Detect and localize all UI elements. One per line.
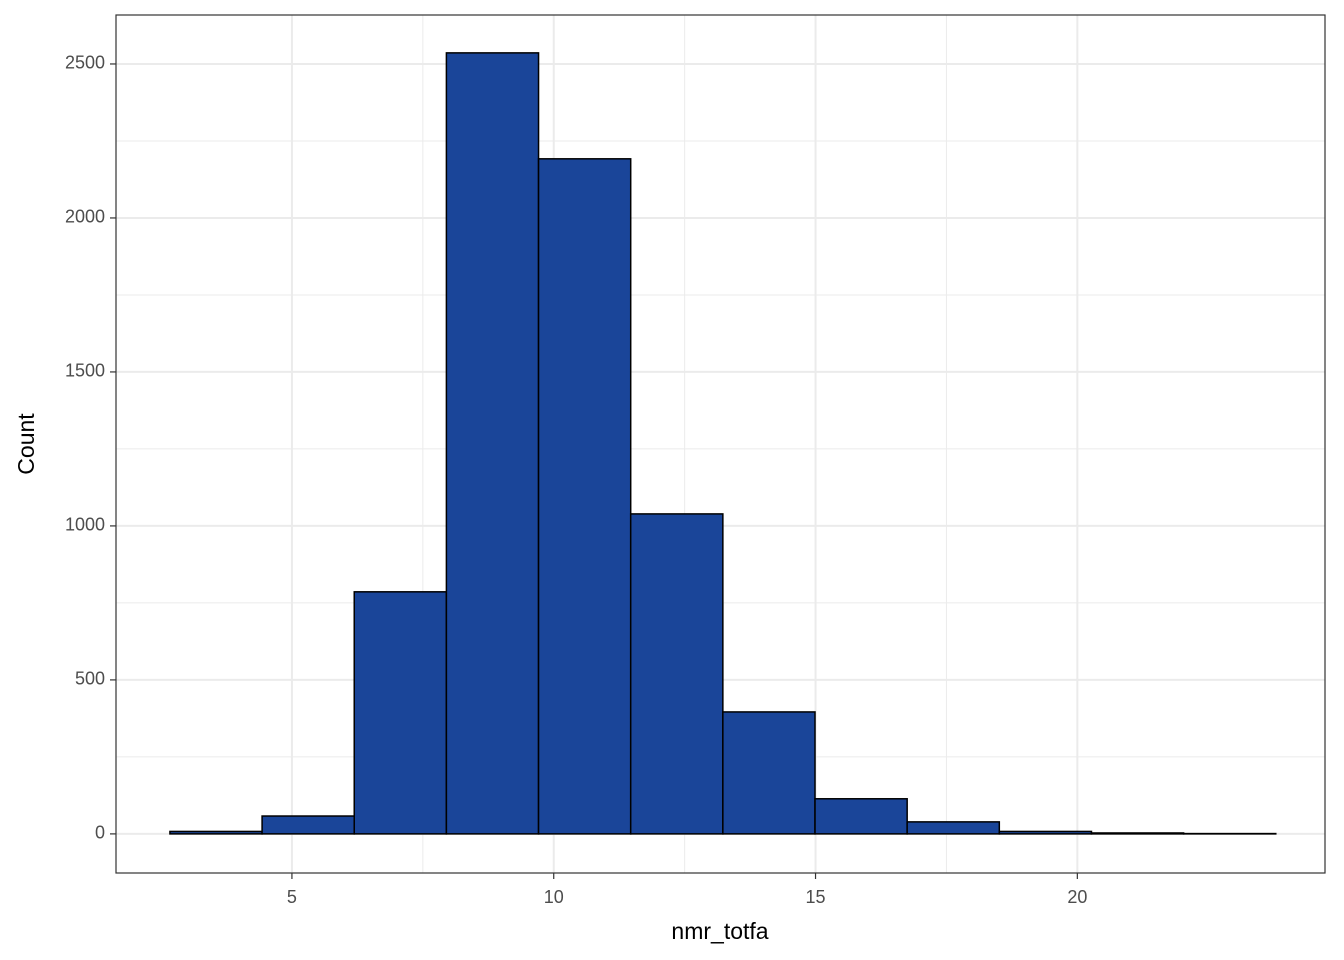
y-tick-label: 0 bbox=[95, 823, 105, 843]
histogram-bar bbox=[998, 830, 1093, 835]
y-axis-title: Count bbox=[13, 413, 39, 475]
histogram-bar bbox=[629, 513, 724, 835]
histogram-bar bbox=[1090, 832, 1185, 835]
x-tick-label: 20 bbox=[1067, 887, 1087, 907]
histogram-bar bbox=[722, 711, 816, 835]
x-axis-title: nmr_totfa bbox=[671, 918, 768, 944]
x-tick-label: 10 bbox=[544, 887, 564, 907]
x-tick-label: 15 bbox=[806, 887, 826, 907]
histogram-bar bbox=[353, 591, 448, 835]
y-tick-label: 500 bbox=[75, 669, 105, 689]
histogram-bar bbox=[261, 815, 355, 835]
histogram-bar bbox=[814, 798, 908, 835]
histogram-bar bbox=[537, 158, 632, 835]
histogram-bar bbox=[169, 830, 263, 835]
histogram-bar bbox=[906, 821, 1001, 835]
histogram-bar bbox=[445, 52, 540, 835]
y-tick-label: 2000 bbox=[65, 207, 105, 227]
panel-border bbox=[115, 14, 1326, 874]
y-tick-label: 1000 bbox=[65, 515, 105, 535]
x-tick-label: 5 bbox=[287, 887, 297, 907]
y-tick-label: 2500 bbox=[65, 53, 105, 73]
y-tick-label: 1500 bbox=[65, 361, 105, 381]
